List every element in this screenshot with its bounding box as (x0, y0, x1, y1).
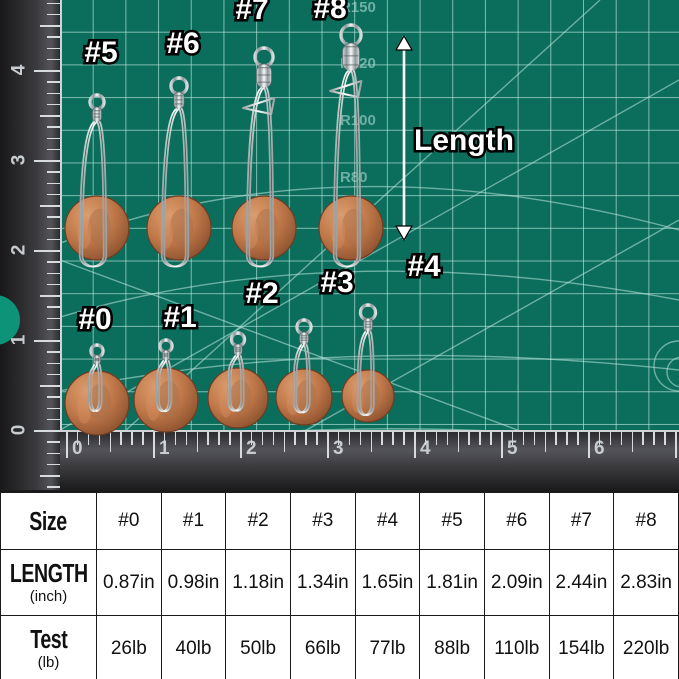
svg-text:#1: #1 (163, 301, 196, 334)
svg-text:#0: #0 (78, 303, 111, 336)
svg-text:#3: #3 (320, 266, 353, 299)
svg-text:#2: #2 (245, 277, 278, 310)
svg-text:#4: #4 (407, 250, 441, 283)
svg-text:Length: Length (414, 124, 514, 157)
svg-text:#7: #7 (235, 0, 268, 26)
svg-text:#6: #6 (166, 27, 199, 60)
svg-text:#5: #5 (84, 36, 117, 69)
svg-text:#8: #8 (313, 0, 346, 25)
